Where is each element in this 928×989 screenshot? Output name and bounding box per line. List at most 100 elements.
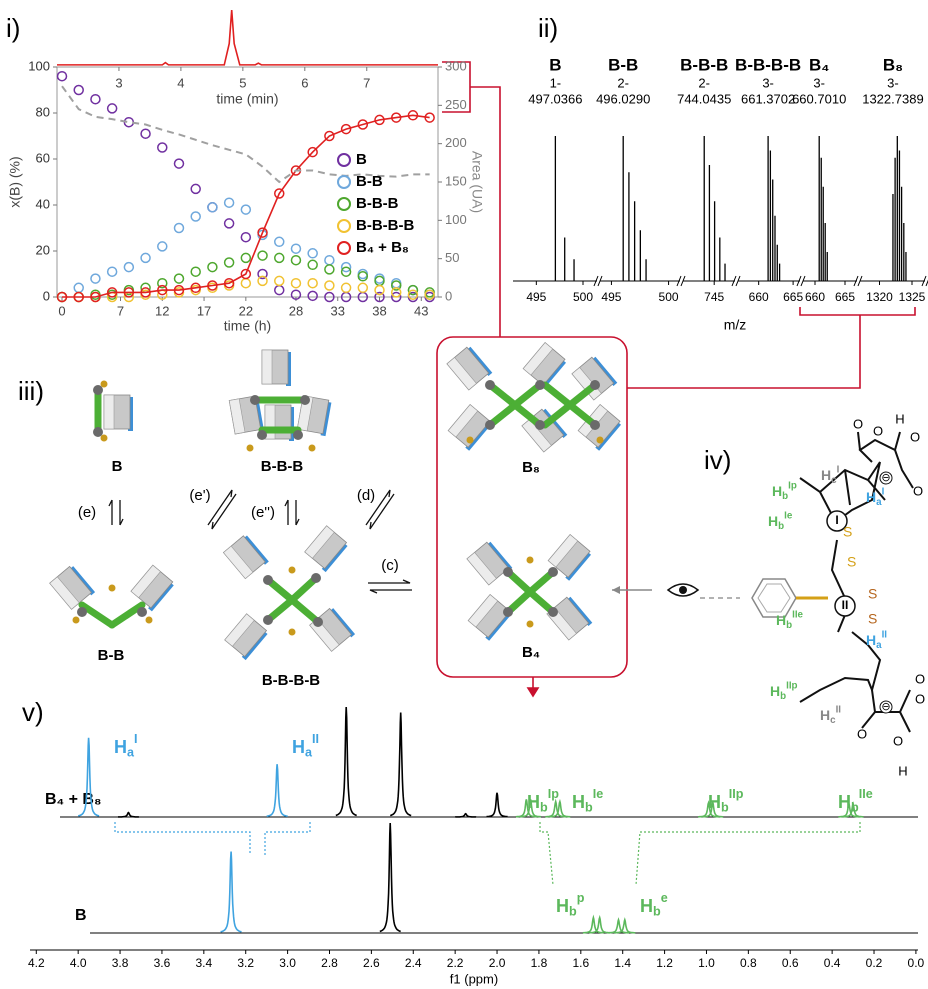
- peak: [838, 801, 860, 818]
- x-tick-label: 3.8: [112, 956, 129, 970]
- atom-label-base: H: [776, 612, 786, 628]
- step-label: (c): [381, 557, 399, 574]
- atom-label-sub: c: [831, 475, 837, 486]
- atom-label-base: H: [866, 489, 876, 505]
- y-tick-label: 0: [43, 288, 50, 303]
- ring-label: II: [842, 598, 849, 612]
- atom-label-sup: I: [837, 464, 840, 475]
- panel-label: i): [6, 13, 20, 43]
- y-axis-label: x(B) (%): [7, 156, 23, 207]
- peak-label-base: H: [640, 896, 653, 916]
- structure-b8: [446, 342, 623, 454]
- data-point: [274, 188, 285, 199]
- x-tick-label: 17: [197, 303, 211, 318]
- legend-label: B-B-B-B: [356, 217, 414, 234]
- mass: 497.0366: [528, 91, 582, 106]
- panel-label: ii): [538, 13, 558, 43]
- data-point: [340, 282, 352, 294]
- y2-tick-label: 0: [445, 288, 452, 303]
- x-tick-label: 0.4: [824, 956, 841, 970]
- charge-sign: ⊖: [881, 472, 890, 484]
- data-point: [340, 266, 352, 277]
- data-point: [390, 287, 402, 298]
- x-tick-label: 0.6: [782, 956, 799, 970]
- species-label: B-B-B-B: [262, 672, 320, 689]
- x-tick-label: 1325: [899, 290, 926, 304]
- peak: [614, 917, 636, 934]
- x-tick-label: 0: [58, 303, 65, 318]
- atom: O: [893, 733, 903, 748]
- peak-label-sup: II: [312, 732, 319, 746]
- peak-label: HaI: [114, 732, 138, 760]
- structure-bb: [49, 564, 176, 629]
- x-tick-label: 2.2: [447, 956, 464, 970]
- peak-label-sub: b: [585, 801, 593, 815]
- x-tick-label: 3.6: [154, 956, 171, 970]
- species-name: B₄: [809, 55, 829, 74]
- atom-label-base: H: [770, 683, 780, 699]
- atom-label-sub: b: [782, 491, 788, 502]
- atom-label-sup: II: [836, 704, 842, 715]
- mass: 660.7010: [792, 91, 846, 106]
- data-point: [307, 248, 318, 259]
- atom: O: [853, 416, 863, 431]
- panel-label: v): [22, 697, 44, 727]
- trace-label: B: [75, 907, 87, 924]
- data-point: [357, 119, 369, 130]
- data-point: [240, 204, 252, 215]
- species-name: B-B: [608, 55, 638, 74]
- data-point: [307, 146, 318, 158]
- atom-label-sub: b: [786, 620, 792, 631]
- x-tick-label: 665: [783, 290, 803, 304]
- data-point: [207, 202, 218, 213]
- atom-label: HcI: [821, 464, 840, 486]
- data-point: [257, 275, 268, 287]
- data-point: [240, 231, 252, 243]
- sulfur-label: S: [868, 611, 877, 627]
- x-tick-label: 2.4: [405, 956, 422, 970]
- data-point: [274, 236, 285, 248]
- x-axis-label: m/z: [724, 317, 747, 333]
- x-tick-label: 500: [659, 290, 679, 304]
- peak-label-base: H: [556, 896, 569, 916]
- peak-label-sub: b: [540, 801, 548, 815]
- charge-sign: ⊖: [881, 701, 890, 713]
- species-label: B-B-B: [261, 458, 304, 475]
- x-axis-label: time (min): [216, 91, 278, 107]
- y-tick-label: 40: [36, 196, 50, 211]
- peak: [379, 822, 401, 933]
- atom-label-base: H: [772, 483, 782, 499]
- species-name: B-B-B-B: [735, 55, 801, 74]
- data-point: [240, 277, 252, 289]
- x-tick-label: 2.8: [321, 956, 338, 970]
- peak: [698, 800, 719, 818]
- data-point: [73, 282, 84, 294]
- legend-marker: [337, 219, 351, 233]
- chemical-structure: [612, 431, 914, 733]
- x-tick-label: 1320: [866, 290, 893, 304]
- x-tick-label: 4.2: [28, 956, 45, 970]
- peak: [608, 917, 629, 934]
- data-point: [324, 280, 335, 291]
- data-point: [374, 284, 385, 296]
- equilibrium-arrows: [108, 489, 412, 594]
- sulfur-label: S: [847, 554, 856, 570]
- legend-label: B-B-B: [356, 195, 399, 212]
- data-point: [390, 280, 402, 291]
- data-point: [424, 289, 435, 300]
- x-tick-label: 0.8: [740, 956, 757, 970]
- x-tick-label: 6: [301, 75, 308, 90]
- data-point: [257, 268, 268, 280]
- x-tick-label: 33: [331, 303, 345, 318]
- atom-label-sub: a: [876, 497, 882, 508]
- species-label: B₈: [522, 459, 540, 476]
- data-point: [240, 268, 252, 280]
- data-point: [140, 252, 151, 264]
- sulfur-label: S: [868, 586, 877, 602]
- peak: [545, 798, 567, 818]
- data-point: [257, 250, 268, 261]
- peak-label: Hbp: [556, 891, 585, 919]
- x-tick-label: 1.4: [614, 956, 631, 970]
- data-point: [90, 273, 101, 284]
- x-tick-label: 7: [363, 75, 370, 90]
